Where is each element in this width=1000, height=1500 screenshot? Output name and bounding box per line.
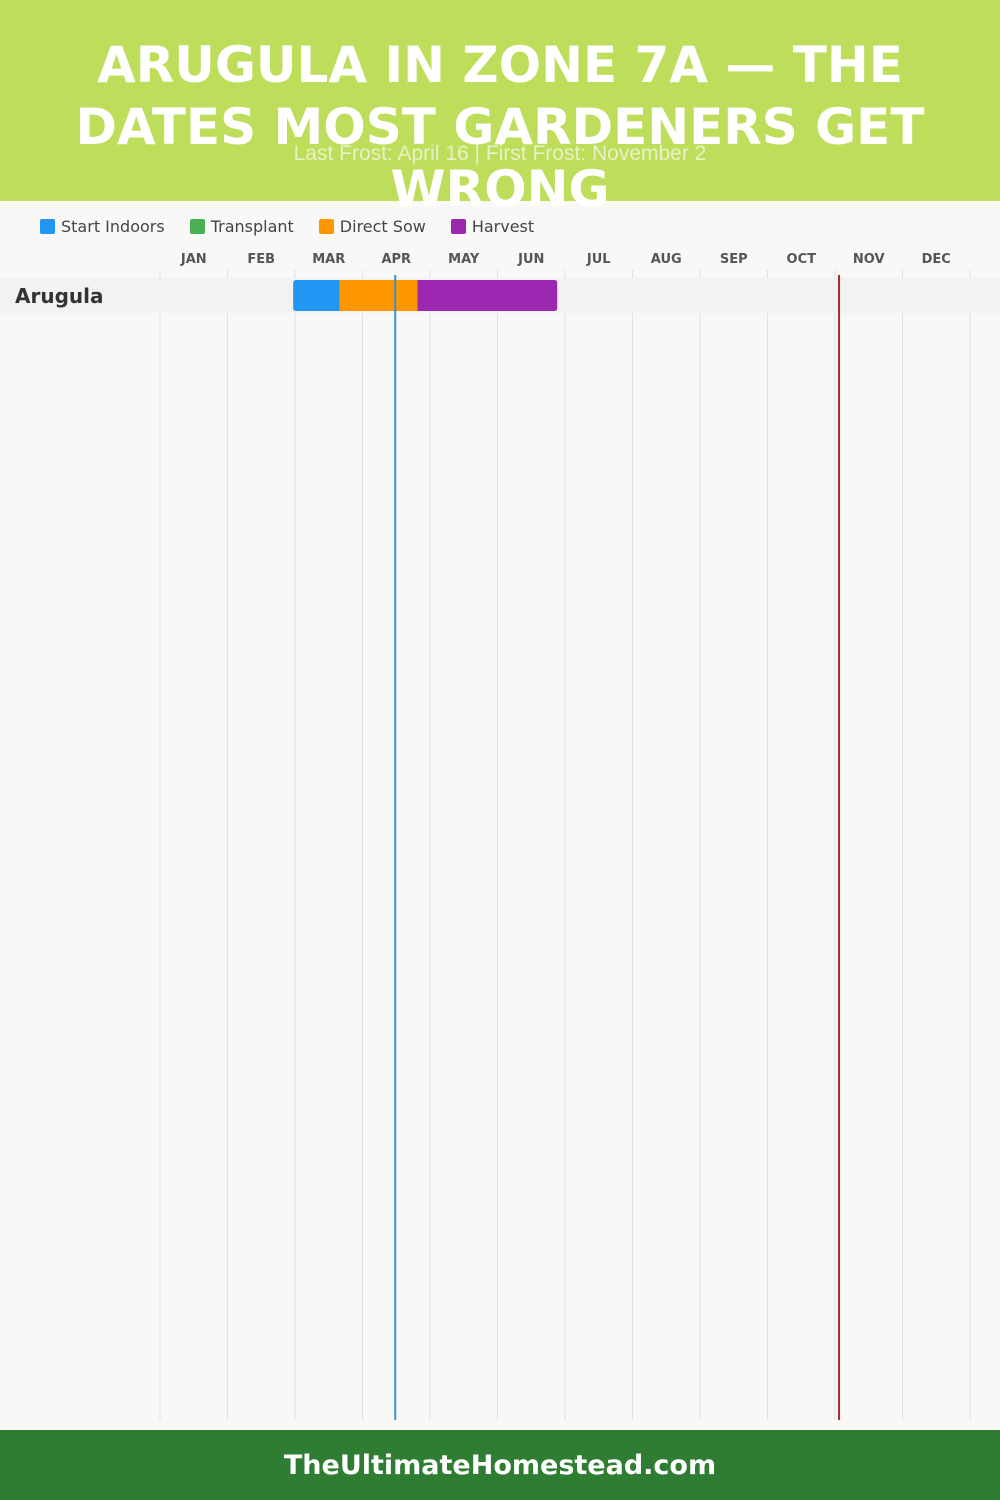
planting-timeline-chart: JAN FEB MAR APR MAY JUN JUL AUG SEP OCT NOV DEC Aru… <box>0 252 1000 1420</box>
legend-label-direct-sow: Direct Sow <box>339 216 426 236</box>
bar-segment-direct-sow <box>339 280 418 311</box>
month-label-mar: MAR <box>312 252 345 267</box>
legend: Start Indoors Transplant Direct Sow Harv… <box>40 214 534 238</box>
legend-item-direct-sow: Direct Sow <box>318 216 426 236</box>
frost-markers <box>394 275 841 1420</box>
legend-swatch-transplant <box>189 218 205 234</box>
month-label-dec: DEC <box>922 252 951 267</box>
frost-dates-subtitle: Last Frost: April 16 | First Frost: Nove… <box>293 142 707 165</box>
legend-swatch-start-indoors <box>40 218 55 234</box>
crop-row-label: Arugula <box>15 284 104 308</box>
bar-segment-harvest <box>417 280 558 311</box>
grid-layer <box>159 270 971 1420</box>
legend-item-harvest: Harvest <box>450 216 535 236</box>
footer: TheUltimateHomestead.com <box>0 1430 1000 1500</box>
month-label-oct: OCT <box>787 252 817 267</box>
legend-label-harvest: Harvest <box>471 216 535 236</box>
legend-label-transplant: Transplant <box>210 216 294 236</box>
month-label-jan: JAN <box>180 252 207 267</box>
legend-item-transplant: Transplant <box>189 216 294 236</box>
month-label-jul: JUL <box>586 252 611 267</box>
legend-swatch-direct-sow <box>318 218 334 234</box>
bar-segment-start-indoors <box>293 280 340 311</box>
legend-label-start-indoors: Start Indoors <box>61 216 165 236</box>
site-url[interactable]: TheUltimateHomestead.com <box>283 1449 717 1481</box>
month-axis: JAN FEB MAR APR MAY JUN JUL AUG SEP OCT NOV DEC <box>180 252 951 267</box>
month-label-jun: JUN <box>517 252 544 267</box>
legend-item-start-indoors: Start Indoors <box>40 217 165 236</box>
legend-swatch-harvest <box>450 218 466 234</box>
month-label-sep: SEP <box>720 252 748 267</box>
month-label-apr: APR <box>381 252 411 267</box>
crop-rows: Arugula <box>0 278 1000 313</box>
month-label-may: MAY <box>448 252 480 267</box>
month-label-feb: FEB <box>247 252 275 267</box>
month-label-nov: NOV <box>853 252 885 267</box>
month-label-aug: AUG <box>651 252 682 267</box>
page-title: Arugula in Zone 7a — The Dates Most Gard… <box>75 36 925 218</box>
header-banner: Arugula in Zone 7a — The Dates Most Gard… <box>0 0 1000 218</box>
